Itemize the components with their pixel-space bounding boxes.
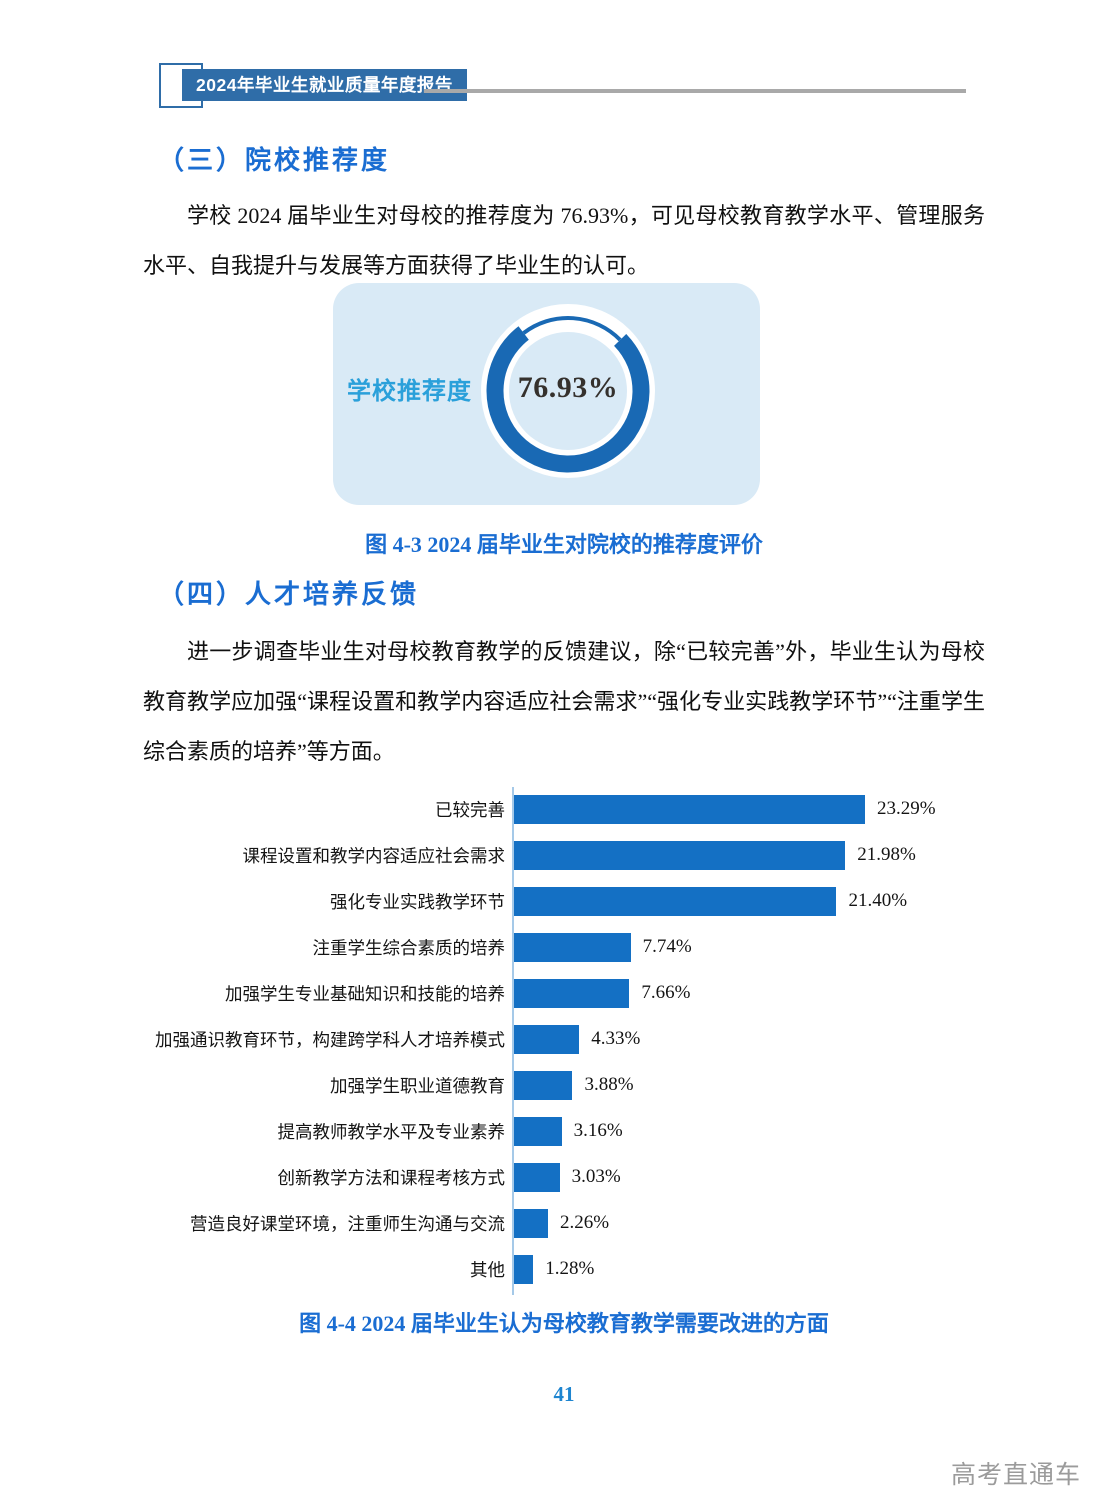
bar-category-label: 创新教学方法和课程考核方式 — [277, 1167, 506, 1188]
bar-value-label: 23.29% — [876, 798, 936, 819]
bar-row: 课程设置和教学内容适应社会需求 21.98% — [150, 832, 960, 878]
bar — [514, 1024, 580, 1054]
bar-value-label: 1.28% — [545, 1258, 595, 1279]
section-3-paragraph: 学校 2024 届毕业生对母校的推荐度为 76.93%，可见母校教育教学水平、管… — [143, 203, 985, 278]
section-3-heading: （三）院校推荐度 — [158, 145, 391, 175]
bar-value-label: 7.74% — [642, 936, 692, 957]
figure-4-4-caption: 图 4-4 2024 届毕业生认为母校教育教学需要改进的方面 — [299, 1311, 829, 1336]
bar-value-label: 7.66% — [641, 982, 691, 1003]
bar — [514, 886, 837, 916]
donut-inner-disc — [509, 332, 627, 450]
bar-row: 提高教师教学水平及专业素养 3.16% — [150, 1108, 960, 1154]
bar-value-label: 21.98% — [857, 844, 916, 865]
donut-chart — [481, 304, 655, 478]
bar-category-label: 加强通识教育环节，构建跨学科人才培养模式 — [155, 1029, 505, 1050]
bar-value-label: 3.03% — [571, 1166, 621, 1187]
bar-category-label: 营造良好课堂环境，注重师生沟通与交流 — [190, 1213, 505, 1234]
bar-value-label: 3.88% — [584, 1074, 634, 1095]
bar-chart-axis — [512, 787, 514, 1295]
bar-category-label: 已较完善 — [435, 799, 505, 820]
donut-remainder-arc — [493, 316, 643, 466]
bar-value-label: 21.40% — [848, 890, 908, 911]
bar-category-label: 加强学生职业道德教育 — [330, 1075, 505, 1096]
bar-category-label: 其他 — [470, 1259, 505, 1280]
bar — [514, 1254, 534, 1284]
bar-value-label: 3.16% — [573, 1120, 623, 1141]
bar-category-label: 强化专业实践教学环节 — [330, 891, 505, 912]
bar-category-label: 加强学生专业基础知识和技能的培养 — [225, 983, 505, 1004]
donut-value: 76.93% — [517, 371, 619, 404]
bar — [514, 1070, 573, 1100]
bar-row: 加强通识教育环节，构建跨学科人才培养模式 4.33% — [150, 1016, 960, 1062]
recommendation-panel: 学校推荐度 76.93% — [333, 283, 760, 505]
bar-row: 营造良好课堂环境，注重师生沟通与交流 2.26% — [150, 1200, 960, 1246]
bar-row: 加强学生职业道德教育 3.88% — [150, 1062, 960, 1108]
bar-row: 加强学生专业基础知识和技能的培养 7.66% — [150, 970, 960, 1016]
section-4-heading: （四）人才培养反馈 — [158, 579, 420, 609]
bar — [514, 932, 631, 962]
bar-row: 强化专业实践教学环节 21.40% — [150, 878, 960, 924]
bar-row: 已较完善 23.29% — [150, 786, 960, 832]
bar-row: 创新教学方法和课程考核方式 3.03% — [150, 1154, 960, 1200]
bar — [514, 794, 865, 824]
figure-4-3-caption: 图 4-3 2024 届毕业生对院校的推荐度评价 — [365, 532, 763, 557]
bar-row: 其他 1.28% — [150, 1246, 960, 1292]
bar — [514, 1208, 549, 1238]
header-rule — [424, 89, 966, 93]
bar — [514, 1162, 560, 1192]
page-number: 41 — [553, 1382, 575, 1406]
watermark: 高考直通车 — [950, 1461, 1081, 1489]
bar-category-label: 课程设置和教学内容适应社会需求 — [242, 845, 506, 866]
bar-category-label: 注重学生综合素质的培养 — [312, 937, 506, 958]
section-4-paragraph: 进一步调查毕业生对母校教育教学的反馈建议，除“已较完善”外，毕业生认为母校教育教… — [143, 639, 985, 764]
report-title-badge: 2024年毕业生就业质量年度报告 — [182, 69, 467, 101]
bar — [514, 840, 846, 870]
bar — [514, 978, 630, 1008]
bar-value-label: 2.26% — [560, 1212, 610, 1233]
bar-category-label: 提高教师教学水平及专业素养 — [277, 1121, 506, 1142]
bar-value-label: 4.33% — [591, 1028, 641, 1049]
bar-chart: 已较完善 23.29% 课程设置和教学内容适应社会需求 21.98% 强化专业实践教学环… — [150, 786, 960, 1292]
bar-row: 注重学生综合素质的培养 7.74% — [150, 924, 960, 970]
donut-series-label: 学校推荐度 — [347, 378, 472, 405]
bar — [514, 1116, 562, 1146]
